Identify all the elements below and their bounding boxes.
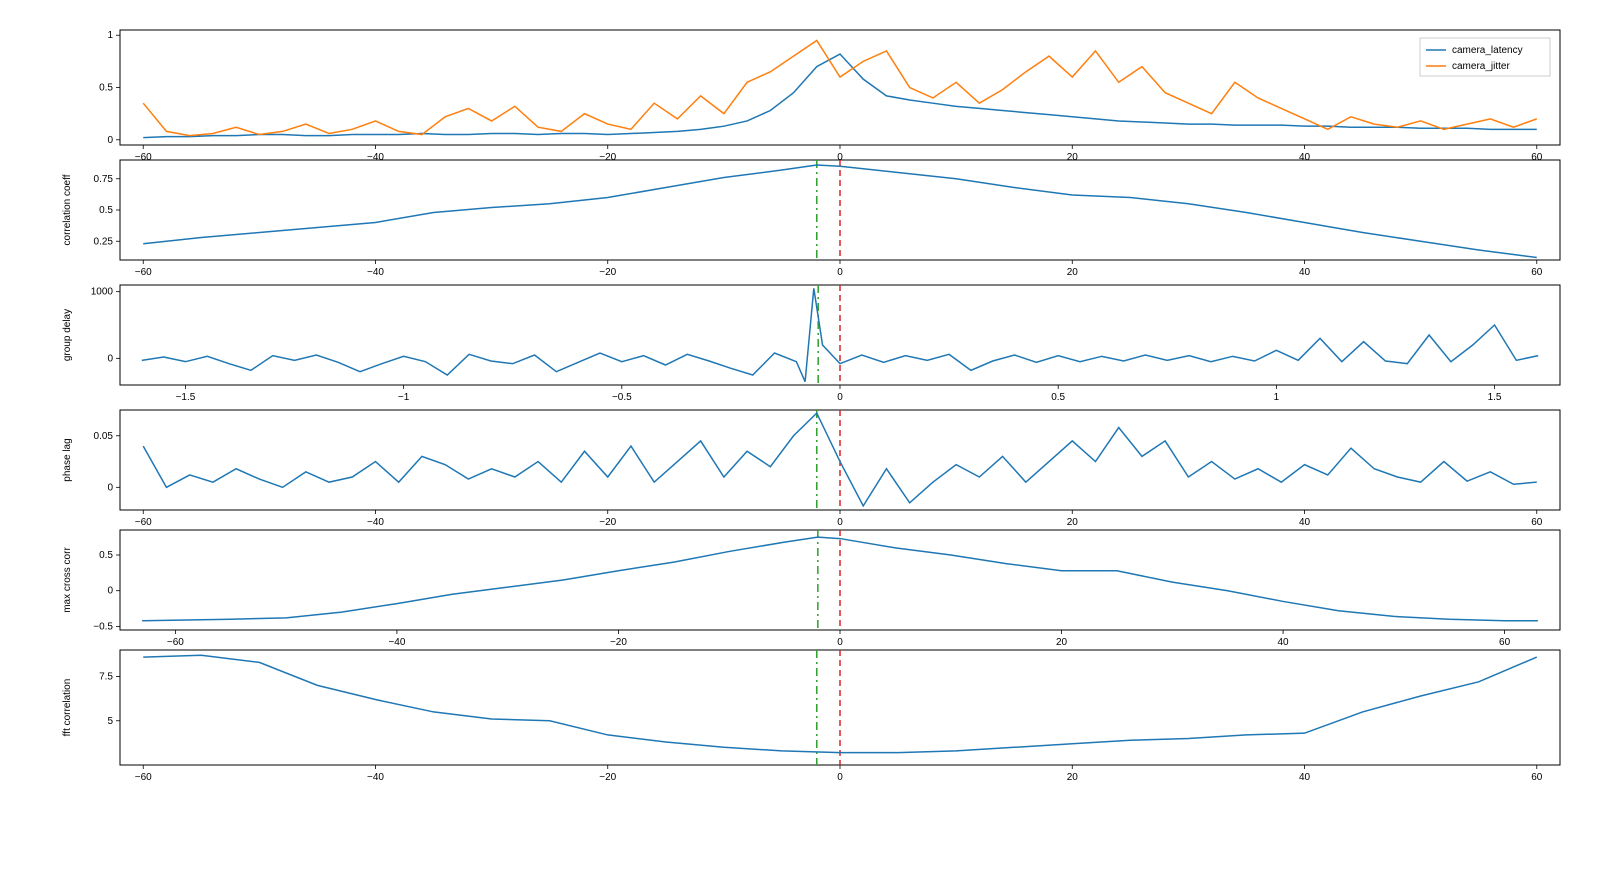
subplot-1: −60 −40 −20 0 20 40 60 0.25 0.5 0.75 correlation c… xyxy=(62,160,1560,278)
xtick-label: −60 xyxy=(135,267,152,278)
xtick-label: 60 xyxy=(1531,152,1543,163)
ylabel: fft correlation xyxy=(62,679,73,737)
ytick-label: 1000 xyxy=(91,287,114,298)
xtick-label: 60 xyxy=(1531,772,1543,783)
subplot-3: −60 −40 −20 0 20 40 60 0 0.05 phase lag xyxy=(62,410,1560,528)
xtick-label: −1.5 xyxy=(176,392,196,403)
ytick-label: 0.75 xyxy=(94,174,114,185)
legend-label: camera_jitter xyxy=(1452,61,1510,72)
xtick-label: 40 xyxy=(1299,152,1311,163)
xtick-label: 0 xyxy=(837,267,843,278)
xtick-label: −20 xyxy=(610,637,627,648)
xtick-label: 20 xyxy=(1067,152,1079,163)
xtick-label: −20 xyxy=(599,152,616,163)
ytick-label: 0.5 xyxy=(99,205,113,216)
ylabel: phase lag xyxy=(62,438,73,481)
xtick-label: −40 xyxy=(388,637,405,648)
xtick-label: 60 xyxy=(1499,637,1511,648)
subplot-0: −60−40−20020406000.51 xyxy=(99,30,1560,163)
ytick-label: 0 xyxy=(107,586,113,597)
xtick-label: −60 xyxy=(135,152,152,163)
series-line-0 xyxy=(142,537,1538,621)
xtick-label: 40 xyxy=(1299,267,1311,278)
xtick-label: 0 xyxy=(837,637,843,648)
xtick-label: −40 xyxy=(367,152,384,163)
ytick-label: 0.5 xyxy=(99,83,113,94)
ytick-label: 1 xyxy=(107,30,113,41)
xtick-label: 20 xyxy=(1067,267,1079,278)
xtick-label: −40 xyxy=(367,517,384,528)
subplot-2: −1.5 −1 −0.5 0 0.5 1 1.5 0 1000 group delay xyxy=(62,285,1560,403)
ylabel: max cross corr xyxy=(62,547,73,613)
series-line-0 xyxy=(143,54,1537,138)
xtick-label: −60 xyxy=(135,517,152,528)
ytick-label: 0.25 xyxy=(94,236,114,247)
xtick-label: −60 xyxy=(167,637,184,648)
xtick-label: −40 xyxy=(367,267,384,278)
ytick-label: 0 xyxy=(107,482,113,493)
xtick-label: 20 xyxy=(1067,772,1079,783)
ytick-label: −0.5 xyxy=(93,621,113,632)
ytick-label: 0 xyxy=(107,135,113,146)
xtick-label: 0.5 xyxy=(1051,392,1065,403)
ytick-label: 0 xyxy=(107,353,113,364)
xtick-label: −20 xyxy=(599,517,616,528)
ytick-label: 0.5 xyxy=(99,550,113,561)
xtick-label: −40 xyxy=(367,772,384,783)
xtick-label: −20 xyxy=(599,267,616,278)
chart-container: −60 −40 −20 0 20 40 60 0 0.5 1 −60 −40 −20 0 20 40 60 0.2… xyxy=(0,0,1599,874)
xtick-label: 40 xyxy=(1278,637,1290,648)
xtick-label: 40 xyxy=(1299,517,1311,528)
xtick-label: 0 xyxy=(837,517,843,528)
xtick-label: 40 xyxy=(1299,772,1311,783)
xtick-label: 1.5 xyxy=(1488,392,1502,403)
xtick-label: 60 xyxy=(1531,517,1543,528)
xtick-label: 0 xyxy=(837,772,843,783)
legend: camera_latency camera_jitter xyxy=(1420,38,1550,76)
xtick-label: 20 xyxy=(1067,517,1079,528)
xtick-label: −60 xyxy=(135,772,152,783)
ylabel: group delay xyxy=(62,309,73,361)
xtick-label: 60 xyxy=(1531,267,1543,278)
subplot-5: −60 −40 −20 0 20 40 60 5 7.5 fft correlation xyxy=(62,650,1560,783)
xtick-label: −1 xyxy=(398,392,410,403)
xtick-label: −20 xyxy=(599,772,616,783)
ytick-label: 0.05 xyxy=(94,431,114,442)
xtick-label: 20 xyxy=(1056,637,1068,648)
legend-label: camera_latency xyxy=(1452,45,1523,56)
xtick-label: −0.5 xyxy=(612,392,632,403)
xtick-label: 1 xyxy=(1274,392,1280,403)
chart-svg: −60 −40 −20 0 20 40 60 0 0.5 1 −60 −40 −20 0 20 40 60 0.2… xyxy=(0,0,1599,874)
subplot-4: −60 −40 −20 0 20 40 60 −0.5 0 0.5 max cross corr xyxy=(62,530,1560,648)
ytick-label: 7.5 xyxy=(99,672,113,683)
ytick-label: 5 xyxy=(107,716,113,727)
ylabel: correlation coeff xyxy=(62,174,73,245)
xtick-label: 0 xyxy=(837,392,843,403)
